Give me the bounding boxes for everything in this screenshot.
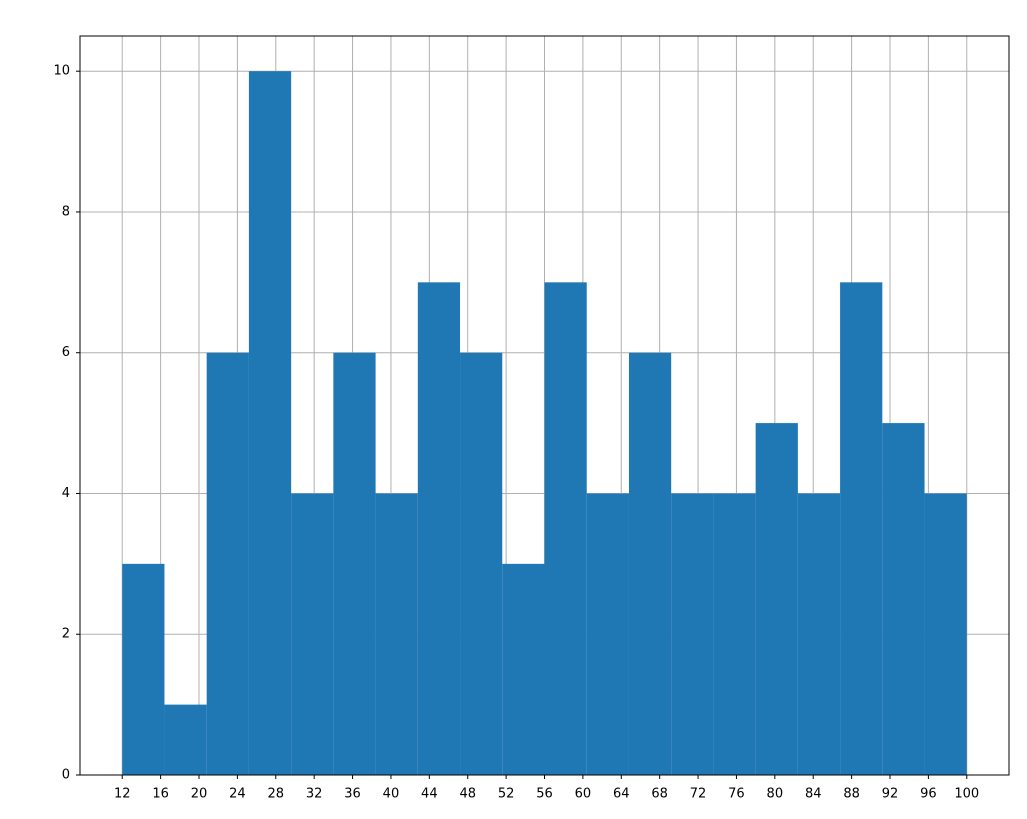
x-tick-label: 28 bbox=[268, 787, 285, 802]
x-tick-label: 52 bbox=[498, 787, 515, 802]
x-tick-label: 92 bbox=[882, 787, 899, 802]
x-tick-label: 68 bbox=[651, 787, 668, 802]
x-tick-label: 76 bbox=[728, 787, 745, 802]
x-tick-label: 20 bbox=[191, 787, 208, 802]
bar bbox=[882, 423, 925, 775]
bar bbox=[333, 352, 376, 775]
bar bbox=[122, 563, 165, 775]
y-tick-label: 8 bbox=[62, 204, 70, 219]
bar bbox=[544, 282, 587, 775]
bar bbox=[628, 352, 672, 775]
y-tick-label: 6 bbox=[62, 345, 70, 360]
bar bbox=[417, 282, 461, 775]
x-tick-label: 88 bbox=[843, 787, 860, 802]
y-tick-label: 0 bbox=[62, 768, 70, 783]
bar bbox=[586, 493, 629, 775]
plot-frame bbox=[79, 35, 1010, 776]
bar bbox=[248, 71, 292, 775]
bar bbox=[755, 423, 798, 775]
bar bbox=[840, 282, 883, 775]
bar bbox=[797, 493, 841, 775]
x-tick-label: 44 bbox=[421, 787, 438, 802]
x-tick-label: 12 bbox=[114, 787, 131, 802]
x-tick-label: 48 bbox=[459, 787, 476, 802]
bar bbox=[375, 493, 418, 775]
y-tick-label: 10 bbox=[53, 64, 70, 79]
x-tick-label: 32 bbox=[306, 787, 323, 802]
bar bbox=[291, 493, 334, 775]
bar bbox=[460, 352, 503, 775]
x-tick-label: 16 bbox=[152, 787, 169, 802]
x-tick-label: 24 bbox=[229, 787, 246, 802]
x-tick-label: 80 bbox=[767, 787, 784, 802]
x-tick-label: 36 bbox=[344, 787, 361, 802]
y-tick-label: 2 bbox=[62, 627, 70, 642]
x-tick-label: 40 bbox=[383, 787, 400, 802]
x-tick-label: 60 bbox=[575, 787, 592, 802]
bar bbox=[206, 352, 249, 775]
y-tick-label: 4 bbox=[62, 486, 70, 501]
x-tick-label: 64 bbox=[613, 787, 630, 802]
bars bbox=[122, 71, 967, 775]
x-tick-label: 72 bbox=[690, 787, 707, 802]
bar bbox=[502, 563, 545, 775]
x-tick-label: 84 bbox=[805, 787, 822, 802]
bar bbox=[924, 493, 967, 775]
bar bbox=[713, 493, 756, 775]
x-tick-label: 100 bbox=[954, 787, 979, 802]
x-tick-label: 96 bbox=[920, 787, 937, 802]
bar bbox=[671, 493, 714, 775]
x-tick-label: 56 bbox=[536, 787, 553, 802]
bar bbox=[164, 704, 207, 775]
